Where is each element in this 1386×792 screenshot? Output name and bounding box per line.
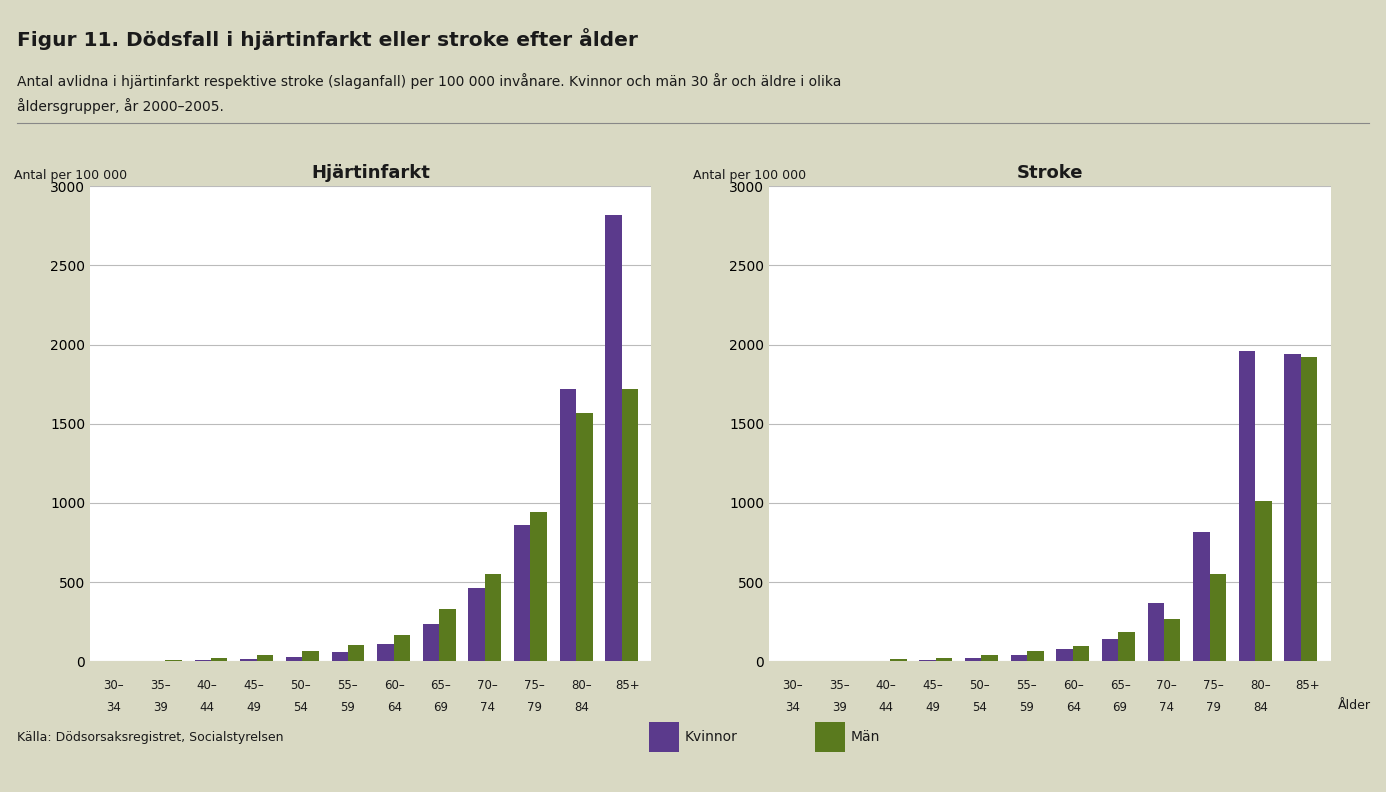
Bar xyxy=(286,657,302,661)
Bar xyxy=(1073,646,1089,661)
Text: 49: 49 xyxy=(247,701,262,714)
Text: 44: 44 xyxy=(200,701,215,714)
Bar xyxy=(1239,351,1256,661)
Bar xyxy=(1102,639,1119,661)
Text: 65–: 65– xyxy=(431,679,452,691)
Text: 34: 34 xyxy=(786,701,800,714)
Text: 39: 39 xyxy=(832,701,847,714)
Bar xyxy=(577,413,593,661)
Text: 70–: 70– xyxy=(1156,679,1177,691)
Text: Antal avlidna i hjärtinfarkt respektive stroke (slaganfall) per 100 000 invånare: Antal avlidna i hjärtinfarkt respektive … xyxy=(17,73,841,89)
Bar xyxy=(1056,649,1073,661)
Text: 85+: 85+ xyxy=(1295,679,1319,691)
Text: 35–: 35– xyxy=(150,679,170,691)
Text: 64: 64 xyxy=(387,701,402,714)
Text: 60–: 60– xyxy=(384,679,405,691)
Bar xyxy=(1119,632,1135,661)
Text: 69: 69 xyxy=(1113,701,1128,714)
Bar xyxy=(1285,354,1301,661)
Bar xyxy=(468,588,485,661)
Text: 50–: 50– xyxy=(290,679,310,691)
Bar xyxy=(919,660,936,661)
Text: 79: 79 xyxy=(527,701,542,714)
Bar xyxy=(211,658,227,661)
Text: 75–: 75– xyxy=(524,679,545,691)
Bar xyxy=(1027,652,1044,661)
Text: 50–: 50– xyxy=(969,679,990,691)
Bar xyxy=(394,635,410,661)
Text: 55–: 55– xyxy=(1016,679,1037,691)
Title: Hjärtinfarkt: Hjärtinfarkt xyxy=(312,164,430,182)
Bar xyxy=(439,609,456,661)
Bar xyxy=(331,652,348,661)
Bar xyxy=(514,525,531,661)
Bar xyxy=(965,658,981,661)
Bar xyxy=(936,658,952,661)
Text: Ålder: Ålder xyxy=(1337,699,1371,712)
Text: 74: 74 xyxy=(1159,701,1174,714)
Bar xyxy=(240,659,256,661)
Bar xyxy=(194,660,211,661)
Bar xyxy=(560,389,577,661)
Text: Kvinnor: Kvinnor xyxy=(685,730,737,744)
Text: 60–: 60– xyxy=(1063,679,1084,691)
Text: 55–: 55– xyxy=(337,679,358,691)
Text: 30–: 30– xyxy=(103,679,123,691)
Text: 44: 44 xyxy=(879,701,894,714)
Text: 69: 69 xyxy=(434,701,449,714)
Text: 54: 54 xyxy=(294,701,308,714)
Text: 34: 34 xyxy=(107,701,121,714)
Text: 85+: 85+ xyxy=(615,679,640,691)
Text: 45–: 45– xyxy=(923,679,944,691)
Bar xyxy=(1301,357,1317,661)
Bar xyxy=(1193,532,1210,661)
Text: 84: 84 xyxy=(1253,701,1268,714)
Bar xyxy=(377,644,394,661)
Bar xyxy=(348,645,365,661)
Text: 79: 79 xyxy=(1206,701,1221,714)
Text: 84: 84 xyxy=(574,701,589,714)
Bar xyxy=(256,655,273,661)
Text: 59: 59 xyxy=(340,701,355,714)
Text: 39: 39 xyxy=(152,701,168,714)
Text: 59: 59 xyxy=(1019,701,1034,714)
Bar xyxy=(1148,603,1164,661)
Bar xyxy=(1164,619,1181,661)
Bar xyxy=(1210,574,1227,661)
Bar xyxy=(423,624,439,661)
Text: 70–: 70– xyxy=(477,679,498,691)
Text: 54: 54 xyxy=(973,701,987,714)
Text: 80–: 80– xyxy=(571,679,592,691)
Bar xyxy=(531,512,547,661)
Text: 80–: 80– xyxy=(1250,679,1271,691)
Text: 64: 64 xyxy=(1066,701,1081,714)
Bar xyxy=(606,215,622,661)
Bar xyxy=(890,660,906,661)
Bar xyxy=(1010,655,1027,661)
Bar xyxy=(981,655,998,661)
Text: 74: 74 xyxy=(480,701,495,714)
Title: Stroke: Stroke xyxy=(1017,164,1082,182)
Text: 30–: 30– xyxy=(782,679,802,691)
Bar xyxy=(485,574,502,661)
Text: 75–: 75– xyxy=(1203,679,1224,691)
Bar xyxy=(622,389,638,661)
Text: åldersgrupper, år 2000–2005.: åldersgrupper, år 2000–2005. xyxy=(17,98,223,114)
Text: Figur 11. Dödsfall i hjärtinfarkt eller stroke efter ålder: Figur 11. Dödsfall i hjärtinfarkt eller … xyxy=(17,28,638,50)
Text: 49: 49 xyxy=(926,701,941,714)
Text: 65–: 65– xyxy=(1110,679,1131,691)
Text: 40–: 40– xyxy=(197,679,218,691)
Text: Källa: Dödsorsaksregistret, Socialstyrelsen: Källa: Dödsorsaksregistret, Socialstyrel… xyxy=(17,731,283,744)
Bar xyxy=(302,651,319,661)
Text: 35–: 35– xyxy=(829,679,850,691)
Text: 45–: 45– xyxy=(244,679,265,691)
Bar xyxy=(165,660,182,661)
Text: Antal per 100 000: Antal per 100 000 xyxy=(693,169,807,182)
Text: Män: Män xyxy=(851,730,880,744)
Bar xyxy=(1256,501,1272,661)
Text: Antal per 100 000: Antal per 100 000 xyxy=(14,169,128,182)
Text: 40–: 40– xyxy=(876,679,897,691)
